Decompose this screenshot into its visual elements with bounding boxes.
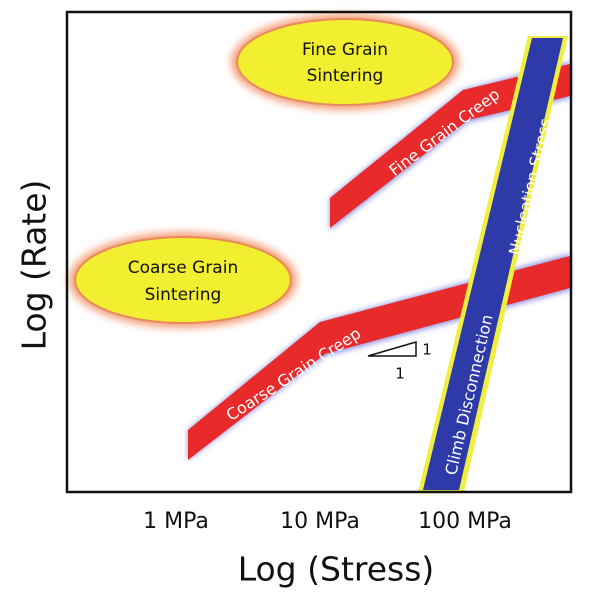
x-tick-label: 10 MPa (280, 509, 360, 534)
slope-triangle (367, 341, 417, 357)
band-label: Coarse Grain Creep (223, 324, 364, 425)
region-label: Sintering (145, 285, 222, 305)
fine-sintering-region (236, 18, 454, 106)
x-tick-label: 1 MPa (143, 509, 209, 534)
region-label: Coarse Grain (128, 258, 238, 278)
slope-rise: 1 (422, 341, 432, 359)
plot-frame (65, 10, 573, 494)
fine-creep-band (330, 64, 570, 228)
slope-run: 1 (395, 365, 405, 383)
coarse-sintering-region (74, 236, 292, 324)
x-tick-label: 100 MPa (418, 509, 512, 534)
x-axis-label: Log (Stress) (238, 550, 435, 589)
y-axis-label: Log (Rate) (15, 180, 54, 351)
region-label: Fine Grain (302, 40, 388, 60)
region-label: Sintering (307, 66, 384, 86)
climb-band (423, 38, 563, 490)
